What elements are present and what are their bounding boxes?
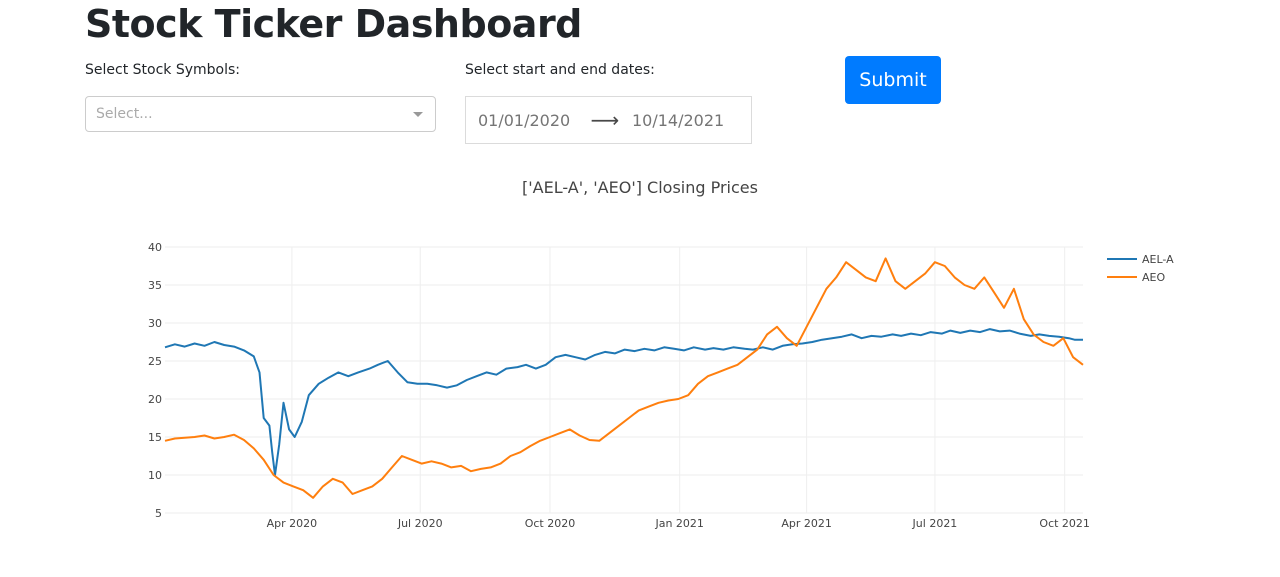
y-tick-label: 25 [148, 355, 162, 368]
grid-layer [165, 246, 1083, 514]
x-tick-label: Apr 2021 [781, 517, 832, 530]
y-tick-label: 5 [155, 507, 162, 520]
x-tick-label: Jul 2020 [397, 517, 443, 530]
x-tick-label: Oct 2020 [525, 517, 576, 530]
stock-symbols-dropdown[interactable]: Select... [85, 96, 436, 132]
page-title: Stock Ticker Dashboard [85, 2, 582, 46]
legend[interactable]: AEL-A AEO [1107, 253, 1174, 284]
axis-layer: 5 10 15 20 25 30 35 40 Apr 2020 Jul 2020 Oct 2020 J… [148, 241, 1090, 530]
x-tick-label: Oct 2021 [1039, 517, 1090, 530]
y-tick-label: 30 [148, 317, 162, 330]
start-date-input[interactable]: 01/01/2020 [478, 110, 571, 130]
closing-prices-chart: ['AEL-A', 'AEO'] Closing Prices 5 10 15 20 2… [148, 178, 1174, 530]
submit-button[interactable]: Submit [845, 56, 941, 104]
end-date-input[interactable]: 10/14/2021 [632, 110, 725, 130]
x-tick-label: Jul 2021 [912, 517, 958, 530]
chevron-down-icon[interactable] [413, 111, 423, 117]
y-tick-label: 15 [148, 431, 162, 444]
series-layer [164, 257, 1084, 499]
symbols-label: Select Stock Symbols: [85, 62, 240, 78]
chart-title: ['AEL-A', 'AEO'] Closing Prices [522, 178, 758, 197]
x-tick-label: Apr 2020 [267, 517, 318, 530]
legend-label[interactable]: AEO [1142, 271, 1165, 284]
dropdown-placeholder: Select... [96, 106, 153, 122]
dates-label: Select start and end dates: [465, 62, 655, 78]
series-line-aeo [164, 257, 1084, 499]
arrow-right-icon: ⟶ [590, 108, 620, 132]
y-tick-label: 40 [148, 241, 162, 254]
legend-label[interactable]: AEL-A [1142, 253, 1174, 266]
series-line-ael-a [164, 328, 1083, 476]
y-tick-label: 20 [148, 393, 162, 406]
x-tick-label: Jan 2021 [654, 517, 703, 530]
date-range-picker: 01/01/2020 ⟶ 10/14/2021 [465, 96, 752, 144]
y-tick-label: 35 [148, 279, 162, 292]
y-tick-label: 10 [148, 469, 162, 482]
